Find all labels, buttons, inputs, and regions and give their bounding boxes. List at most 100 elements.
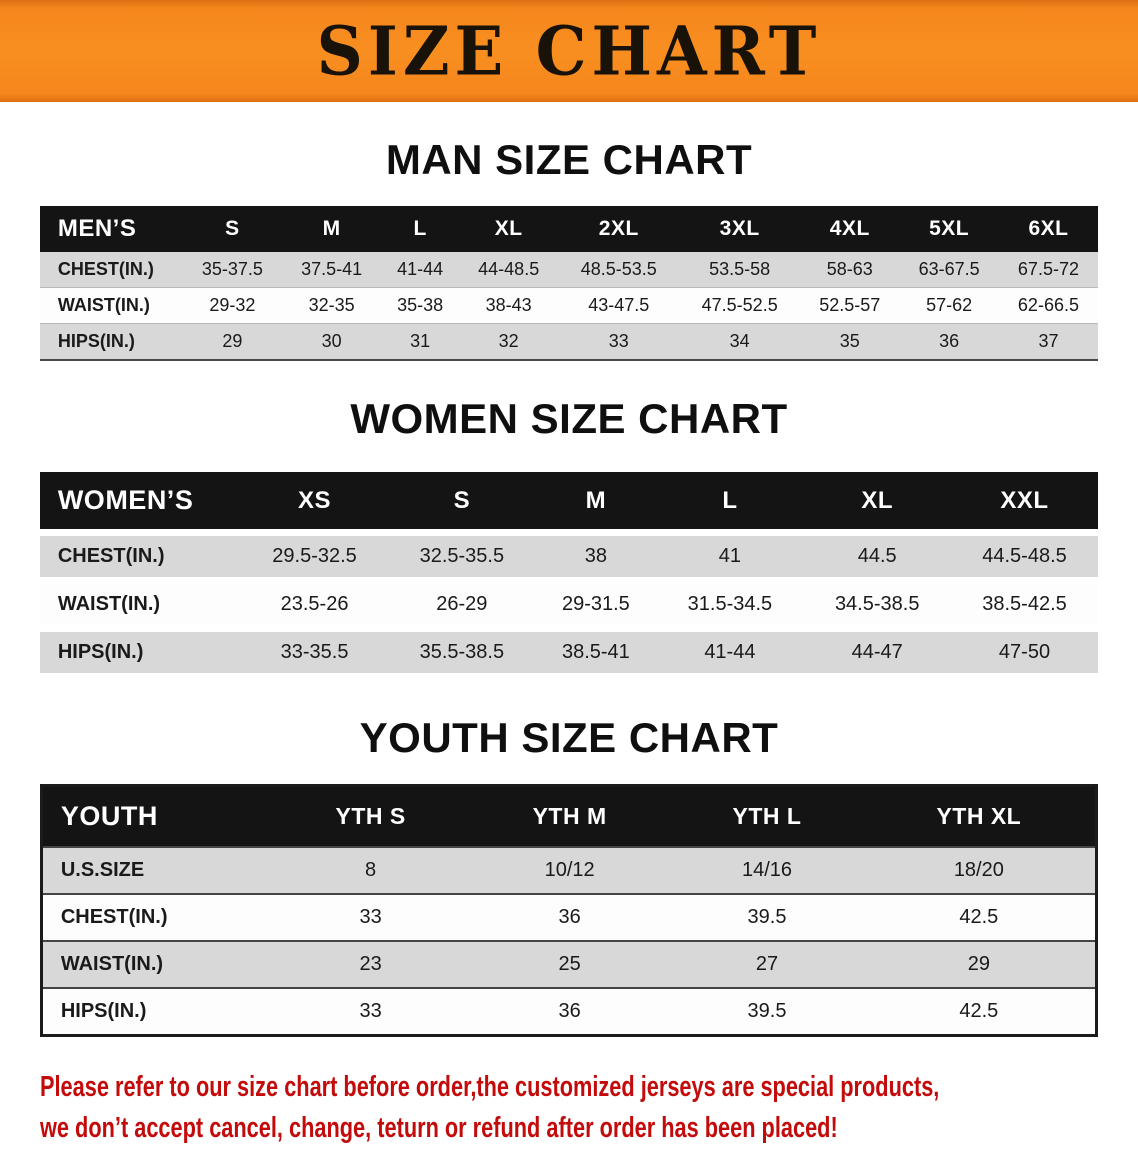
size-value: 35: [839, 331, 860, 351]
measurement-row: CHEST(IN.) 33 36 39.5 42.5: [41, 894, 1097, 941]
size-value: 35-38: [397, 295, 444, 315]
size-chart-banner: SIZE CHART: [0, 0, 1138, 102]
size-value: 14/16: [741, 859, 793, 881]
size-column-header: YTH XL: [862, 785, 1097, 847]
size-value: 44.5: [857, 545, 897, 567]
table-title-cell: WOMEN’S: [39, 472, 241, 529]
size-value: 27: [755, 953, 779, 975]
size-value: 38.5-41: [561, 641, 630, 663]
size-column-header: 6XL: [998, 206, 1099, 252]
size-value: 36: [939, 331, 960, 351]
measurement-row: HIPS(IN.) 33 36 39.5 42.5: [41, 988, 1097, 1036]
size-value: 34: [729, 331, 750, 351]
banner-title: SIZE CHART: [316, 11, 822, 91]
size-value: 36: [558, 906, 581, 928]
size-value: 32.5-35.5: [419, 545, 505, 567]
size-value: 33: [359, 906, 382, 928]
header-row: WOMEN’S XS S M L XL XXL: [39, 472, 1099, 529]
men-size-section: MAN SIZE CHART MEN’S S M L XL 2XL 3XL 4XL 5XL 6XL…: [0, 136, 1138, 361]
size-value: 57-62: [926, 295, 973, 315]
table-title-cell: YOUTH: [41, 785, 274, 847]
row-label: WAIST(IN.): [57, 295, 150, 315]
size-value: 23.5-26: [280, 593, 349, 615]
size-value: 62-66.5: [1017, 295, 1079, 315]
size-value: 35-37.5: [201, 259, 263, 279]
measurement-row: CHEST(IN.) 29.5-32.5 32.5-35.5 38 41 44.5 44.5…: [39, 536, 1099, 577]
measurement-row: HIPS(IN.) 29 30 31 32 33 34 35 36 37: [39, 323, 1099, 360]
measurement-row: HIPS(IN.) 33-35.5 35.5-38.5 38.5-41 41-44 44-…: [39, 632, 1099, 673]
size-value: 35.5-38.5: [419, 641, 505, 663]
size-column-header: 5XL: [899, 206, 999, 252]
measurement-row: WAIST(IN.) 23.5-26 26-29 29-31.5 31.5-34.5 34…: [39, 584, 1099, 625]
size-value: 44-48.5: [478, 259, 540, 279]
row-label: WAIST(IN.): [57, 593, 161, 615]
size-value: 37.5-41: [301, 259, 363, 279]
size-column-header: S: [388, 472, 536, 529]
size-value: 36: [558, 1000, 581, 1022]
size-chart-content: MAN SIZE CHART MEN’S S M L XL 2XL 3XL 4XL 5XL 6XL…: [0, 136, 1138, 1149]
size-value: 33: [608, 331, 629, 351]
size-value: 31.5-34.5: [687, 593, 773, 615]
women-size-table: WOMEN’S XS S M L XL XXL CHEST(IN.) 29.5-32.5 32.5…: [39, 465, 1099, 680]
row-label: HIPS(IN.): [60, 1000, 147, 1022]
size-value: 31: [410, 331, 431, 351]
size-value: 34.5-38.5: [834, 593, 920, 615]
men-size-table: MEN’S S M L XL 2XL 3XL 4XL 5XL 6XL CHEST(IN.) 35-37…: [39, 206, 1099, 361]
size-value: 52.5-57: [819, 295, 881, 315]
size-value: 44.5-48.5: [982, 545, 1067, 567]
header-row: YOUTH YTH S YTH M YTH L YTH XL: [41, 785, 1097, 847]
size-column-header: YTH S: [273, 785, 468, 847]
size-value: 33: [359, 1000, 382, 1022]
youth-size-table: YOUTH YTH S YTH M YTH L YTH XL U.S.SIZE 8 10/12…: [39, 784, 1099, 1037]
size-column-header: 4XL: [800, 206, 900, 252]
size-value: 44-47: [851, 641, 903, 663]
disclaimer-line-2: we don’t accept cancel, change, teturn o…: [40, 1112, 838, 1145]
size-column-header: L: [656, 472, 804, 529]
table-title-cell: MEN’S: [39, 206, 183, 252]
size-column-header: XS: [240, 472, 389, 529]
size-value: 33-35.5: [280, 641, 349, 663]
order-disclaimer: Please refer to our size chart before or…: [40, 1067, 1138, 1149]
row-label: HIPS(IN.): [57, 331, 135, 351]
size-value: 29-32: [209, 295, 256, 315]
measurement-row: WAIST(IN.) 29-32 32-35 35-38 38-43 43-47.5 47.…: [39, 287, 1099, 324]
row-label: WAIST(IN.): [60, 953, 164, 975]
size-value: 32-35: [308, 295, 355, 315]
men-section-heading: MAN SIZE CHART: [385, 136, 753, 183]
size-value: 47-50: [998, 641, 1051, 663]
disclaimer-line-1: Please refer to our size chart before or…: [40, 1071, 940, 1103]
size-value: 10/12: [544, 859, 595, 881]
size-value: 23: [359, 953, 382, 975]
size-column-header: L: [381, 206, 460, 252]
size-value: 43-47.5: [588, 295, 650, 315]
size-column-header: 2XL: [558, 206, 680, 252]
row-label: CHEST(IN.): [57, 545, 165, 567]
size-column-header: M: [282, 206, 382, 252]
size-column-header: YTH L: [671, 785, 863, 847]
size-value: 37: [1038, 331, 1059, 351]
size-value: 29: [967, 953, 990, 975]
size-column-header: 3XL: [679, 206, 801, 252]
size-value: 39.5: [747, 906, 787, 928]
youth-section-heading: YOUTH SIZE CHART: [359, 714, 779, 761]
size-value: 38: [584, 545, 607, 567]
row-label: U.S.SIZE: [60, 859, 145, 881]
size-value: 58-63: [826, 259, 873, 279]
size-value: 29: [222, 331, 243, 351]
size-value: 30: [321, 331, 342, 351]
measurement-row: CHEST(IN.) 35-37.5 37.5-41 41-44 44-48.5 48.5…: [39, 252, 1099, 288]
women-size-section: WOMEN SIZE CHART WOMEN’S XS S M L XL XXL CHEST(…: [0, 395, 1138, 680]
size-column-header: YTH M: [467, 785, 672, 847]
size-column-header: XL: [459, 206, 559, 252]
size-column-header: XXL: [950, 472, 1099, 529]
header-row: MEN’S S M L XL 2XL 3XL 4XL 5XL 6XL: [39, 206, 1099, 252]
size-value: 53.5-58: [709, 259, 771, 279]
size-value: 32: [498, 331, 519, 351]
size-value: 41: [718, 545, 742, 567]
size-value: 41-44: [704, 641, 756, 663]
size-value: 48.5-53.5: [580, 259, 657, 279]
row-label: CHEST(IN.): [60, 906, 168, 928]
size-column-header: S: [182, 206, 282, 252]
size-value: 67.5-72: [1017, 259, 1079, 279]
size-value: 26-29: [436, 593, 488, 615]
